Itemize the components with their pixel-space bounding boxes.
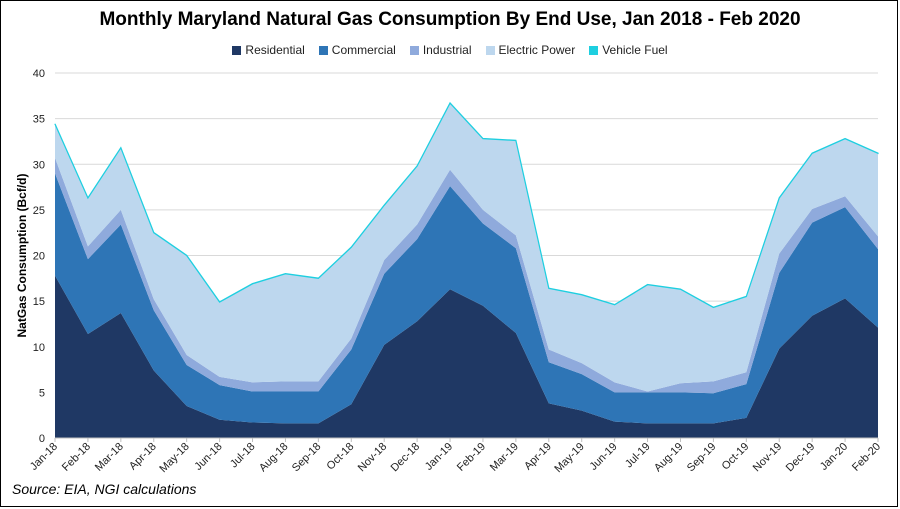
x-tick-label: Nov-18 bbox=[356, 441, 390, 475]
legend-label: Vehicle Fuel bbox=[602, 43, 668, 57]
x-tick-label: Feb-18 bbox=[60, 441, 93, 474]
x-tick-label: Jan-18 bbox=[28, 441, 60, 473]
x-tick-label: Aug-19 bbox=[652, 441, 686, 475]
x-tick-label: Jan-20 bbox=[818, 441, 850, 473]
y-axis-label: NatGas Consumption (Bcf/d) bbox=[15, 173, 29, 337]
x-tick-label: Dec-18 bbox=[389, 441, 423, 475]
source-note: Source: EIA, NGI calculations bbox=[12, 481, 197, 497]
x-tick-label: Jul-18 bbox=[228, 441, 258, 471]
x-tick-label: Oct-19 bbox=[720, 441, 752, 473]
legend-item: Vehicle Fuel bbox=[589, 43, 668, 57]
area-residential bbox=[55, 275, 878, 438]
legend-swatch-industrial bbox=[409, 45, 419, 55]
legend-item: Residential bbox=[232, 43, 305, 57]
x-tick-label: Sep-18 bbox=[290, 441, 324, 475]
y-tick-label: 40 bbox=[33, 68, 45, 80]
y-tick-label: 30 bbox=[33, 159, 45, 171]
legend-label: Electric Power bbox=[498, 43, 576, 57]
y-tick-label: 10 bbox=[33, 342, 45, 354]
x-tick-label: Jun-19 bbox=[587, 441, 619, 473]
x-tick-label: Sep-19 bbox=[685, 441, 719, 475]
area-electric-power bbox=[55, 103, 878, 392]
y-tick-label: 20 bbox=[33, 251, 45, 263]
x-tick-label: Nov-19 bbox=[751, 441, 785, 475]
x-tick-label: Apr-19 bbox=[522, 441, 554, 473]
x-tick-label: May-19 bbox=[552, 441, 586, 475]
x-tick-label: Mar-18 bbox=[93, 441, 126, 474]
legend-swatch-electric-power bbox=[485, 45, 495, 55]
legend: Residential Commercial Industrial Electr… bbox=[0, 43, 900, 57]
x-tick-label: Feb-20 bbox=[850, 441, 883, 474]
legend-label: Residential bbox=[245, 43, 305, 57]
legend-swatch-residential bbox=[232, 45, 242, 55]
x-tick-label: Mar-19 bbox=[488, 441, 521, 474]
y-tick-label: 5 bbox=[39, 387, 45, 399]
x-tick-label: Jan-19 bbox=[423, 441, 455, 473]
x-tick-label: Feb-19 bbox=[455, 441, 488, 474]
y-tick-label: 25 bbox=[33, 205, 45, 217]
y-tick-label: 0 bbox=[39, 433, 45, 445]
x-tick-label: Dec-19 bbox=[784, 441, 818, 475]
legend-label: Industrial bbox=[422, 43, 472, 57]
x-tick-label: May-18 bbox=[157, 441, 191, 475]
x-tick-label: Apr-18 bbox=[127, 441, 159, 473]
legend-swatch-commercial bbox=[318, 45, 328, 55]
legend-item: Electric Power bbox=[485, 43, 576, 57]
legend-swatch-vehicle-fuel bbox=[589, 45, 599, 55]
area-vehicle-fuel bbox=[54, 101, 879, 309]
chart-title: Monthly Maryland Natural Gas Consumption… bbox=[99, 9, 801, 30]
x-tick-label: Jul-19 bbox=[623, 441, 653, 471]
x-tick-label: Jun-18 bbox=[192, 441, 224, 473]
legend-item: Industrial bbox=[409, 43, 472, 57]
y-tick-label: 35 bbox=[33, 114, 45, 126]
x-tick-label: Aug-18 bbox=[257, 441, 291, 475]
y-tick-label: 15 bbox=[33, 296, 45, 308]
area-commercial bbox=[55, 173, 878, 424]
x-tick-label: Oct-18 bbox=[325, 441, 357, 473]
legend-item: Commercial bbox=[318, 43, 396, 57]
legend-label: Commercial bbox=[331, 43, 396, 57]
